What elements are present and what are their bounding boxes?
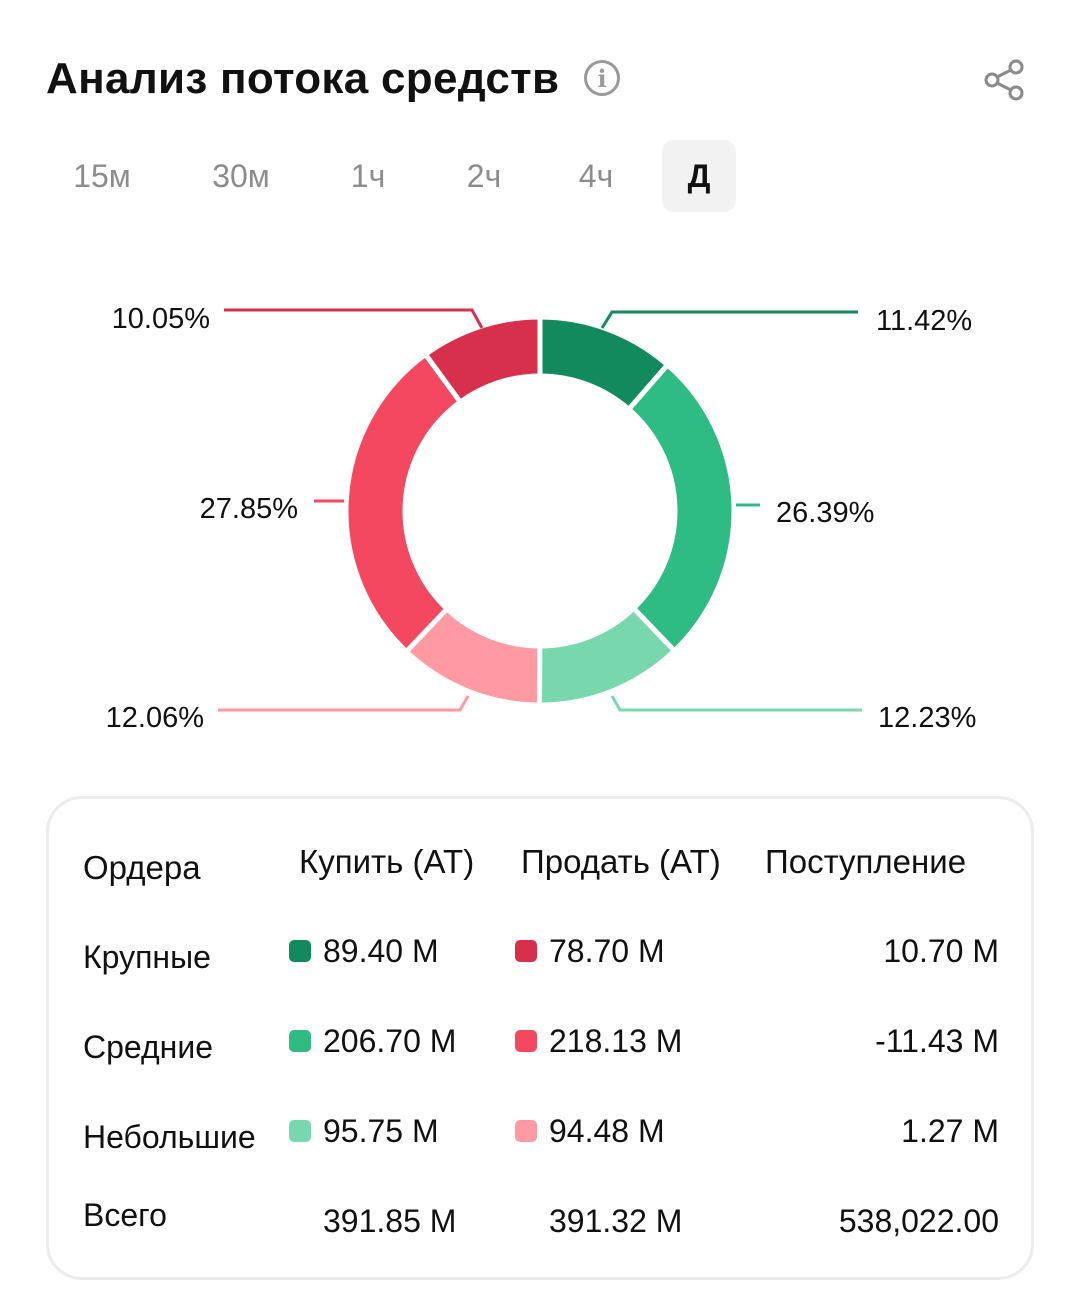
row-large-label: Крупные <box>83 939 211 975</box>
donut-slice[interactable] <box>421 314 543 406</box>
header-buy: Купить (AT) <box>299 843 475 880</box>
row-small-buy: 95.75 M <box>323 1113 439 1149</box>
slice-leader-line <box>610 695 862 712</box>
row-total-sell: 391.32 M <box>549 1203 683 1239</box>
slice-percent-label: 26.39% <box>776 497 874 529</box>
info-icon[interactable]: i <box>584 60 620 96</box>
slice-percent-label: 27.85% <box>200 493 298 525</box>
tab-1h[interactable]: 1ч <box>350 157 386 194</box>
row-medium-label: Средние <box>83 1029 214 1065</box>
slice-percent-label: 10.05% <box>112 303 210 335</box>
donut-slice[interactable] <box>343 350 464 656</box>
row-large-buy: 89.40 M <box>323 933 439 969</box>
header-inflow: Поступление <box>765 843 967 880</box>
row-total-inflow: 538,022.00 <box>838 1203 999 1239</box>
row-large-inflow: 10.70 M <box>883 933 999 969</box>
donut-slice[interactable] <box>625 361 737 655</box>
row-small-sell: 94.48 M <box>549 1113 665 1149</box>
slice-leader-line <box>218 695 470 712</box>
page-title: Анализ потока средств <box>46 54 560 103</box>
legend-sell-medium <box>515 1030 537 1052</box>
tab-30m[interactable]: 30м <box>212 157 270 194</box>
legend-sell-small <box>515 1120 537 1142</box>
row-medium-inflow: -11.43 M <box>875 1023 999 1059</box>
legend-sell-large <box>515 940 537 962</box>
legend-buy-small <box>289 1120 311 1142</box>
header: Анализ потока средств i <box>46 52 1036 112</box>
row-small-label: Небольшие <box>83 1119 256 1155</box>
legend-buy-medium <box>289 1030 311 1052</box>
slice-leader-line <box>224 308 484 329</box>
row-small-inflow: 1.27 M <box>901 1113 999 1149</box>
row-total-buy: 391.85 M <box>323 1203 457 1239</box>
header-sell: Продать (AT) <box>521 843 721 880</box>
tab-2h[interactable]: 2ч <box>466 157 502 194</box>
legend-buy-large <box>289 940 311 962</box>
fund-flow-donut-chart: 11.42% 26.39% 12.23% 12.06% 27.85% 10.05% <box>106 303 977 734</box>
row-large-sell: 78.70 M <box>549 933 665 969</box>
slice-leader-line <box>600 310 858 329</box>
tab-15m[interactable]: 15м <box>73 157 131 194</box>
slice-percent-label: 12.06% <box>106 702 204 734</box>
tab-day[interactable]: Д <box>662 140 736 212</box>
row-total-label: Всего <box>83 1197 167 1233</box>
share-icon[interactable] <box>982 58 1026 102</box>
slice-percent-label: 12.23% <box>878 702 976 734</box>
header-orders: Ордера <box>83 849 201 886</box>
row-medium-buy: 206.70 M <box>323 1023 457 1059</box>
fund-flow-table: Ордера Купить (AT) Продать (AT) Поступле… <box>46 796 1034 1280</box>
timeframe-tabs: 15м 30м 1ч 2ч 4ч Д <box>46 140 746 212</box>
row-medium-sell: 218.13 M <box>549 1023 683 1059</box>
tab-4h[interactable]: 4ч <box>578 157 614 194</box>
slice-percent-label: 11.42% <box>876 305 972 337</box>
